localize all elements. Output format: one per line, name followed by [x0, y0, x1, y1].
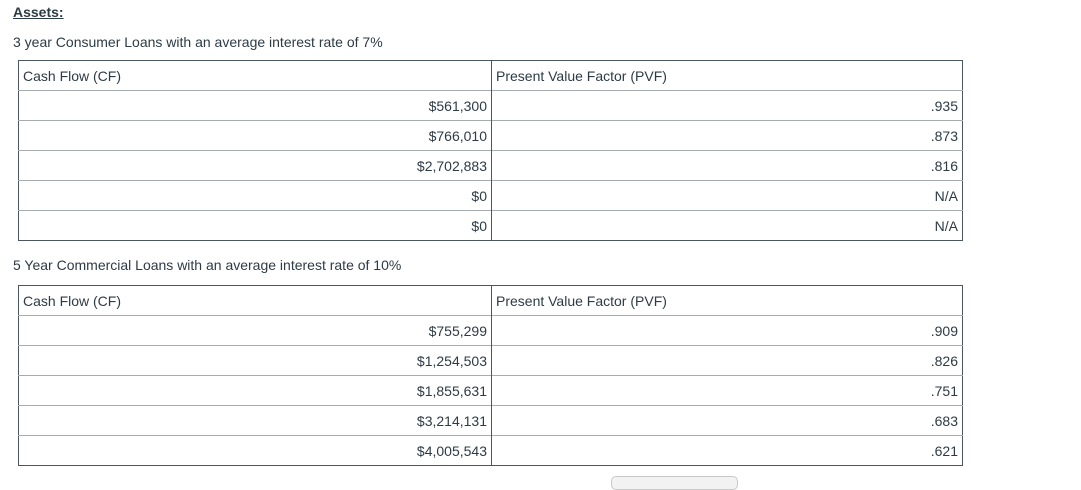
consumer-loans-table: Cash Flow (CF) Present Value Factor (PVF…	[18, 60, 963, 241]
table-row: $0 N/A	[18, 210, 963, 241]
pvf-cell: .683	[491, 405, 963, 436]
cash-flow-cell: $3,214,131	[18, 405, 492, 436]
commercial-loans-table: Cash Flow (CF) Present Value Factor (PVF…	[18, 285, 963, 466]
pvf-cell: .873	[491, 120, 963, 151]
table-row: $0 N/A	[18, 180, 963, 211]
pvf-cell: .935	[491, 90, 963, 121]
cash-flow-cell: $1,855,631	[18, 375, 492, 406]
pvf-cell: .621	[491, 435, 963, 466]
cash-flow-cell: $4,005,543	[18, 435, 492, 466]
cash-flow-cell: $0	[18, 180, 492, 211]
table-row: $3,214,131 .683	[18, 405, 963, 436]
pvf-cell: .909	[491, 315, 963, 346]
section-heading-consumer-loans: 3 year Consumer Loans with an average in…	[13, 34, 383, 50]
table-row: $1,254,503 .826	[18, 345, 963, 376]
table-row: $2,702,883 .816	[18, 150, 963, 181]
cash-flow-cell: $0	[18, 210, 492, 241]
cash-flow-cell: $1,254,503	[18, 345, 492, 376]
cash-flow-cell: $755,299	[18, 315, 492, 346]
table-row: $4,005,543 .621	[18, 435, 963, 466]
section-heading-commercial-loans: 5 Year Commercial Loans with an average …	[13, 257, 402, 273]
partially-visible-button[interactable]	[611, 476, 738, 490]
table-row: $755,299 .909	[18, 315, 963, 346]
pvf-cell: .826	[491, 345, 963, 376]
cash-flow-cell: $766,010	[18, 120, 492, 151]
table-row: $766,010 .873	[18, 120, 963, 151]
table-row: $1,855,631 .751	[18, 375, 963, 406]
cash-flow-cell: $561,300	[18, 90, 492, 121]
cash-flow-cell: $2,702,883	[18, 150, 492, 181]
table-header-row: Cash Flow (CF) Present Value Factor (PVF…	[19, 285, 963, 316]
table-header-row: Cash Flow (CF) Present Value Factor (PVF…	[19, 60, 963, 91]
pvf-cell: .751	[491, 375, 963, 406]
pvf-cell: N/A	[491, 180, 963, 211]
table-row: $561,300 .935	[18, 90, 963, 121]
pvf-cell: .816	[491, 150, 963, 181]
pvf-column-header: Present Value Factor (PVF)	[491, 285, 963, 316]
page-title: Assets:	[13, 4, 64, 20]
pvf-column-header: Present Value Factor (PVF)	[491, 60, 963, 91]
pvf-cell: N/A	[491, 210, 963, 241]
cash-flow-column-header: Cash Flow (CF)	[23, 67, 122, 84]
cash-flow-column-header: Cash Flow (CF)	[23, 292, 122, 309]
